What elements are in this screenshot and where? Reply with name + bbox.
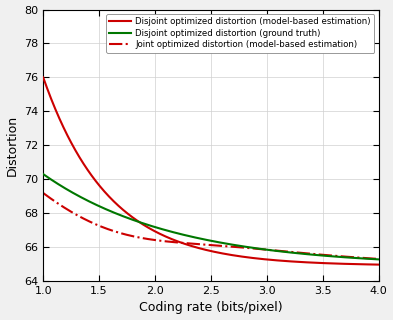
Y-axis label: Distortion: Distortion	[6, 115, 18, 176]
Joint optimized distortion (model-based estimation)	[368, 257, 373, 260]
Joint optimized distortion (model-based estimation)	[41, 191, 46, 195]
Joint optimized distortion (model-based estimation)	[241, 246, 245, 250]
Joint optimized distortion (model-based estimation)	[200, 243, 205, 246]
Legend: Disjoint optimized distortion (model-based estimation), Disjoint optimized disto: Disjoint optimized distortion (model-bas…	[106, 14, 374, 53]
Disjoint optimized distortion (ground truth)	[222, 241, 227, 245]
Joint optimized distortion (model-based estimation)	[202, 243, 207, 246]
Line: Joint optimized distortion (model-based estimation): Joint optimized distortion (model-based …	[43, 193, 378, 259]
Disjoint optimized distortion (model-based estimation)	[376, 263, 381, 267]
Disjoint optimized distortion (model-based estimation)	[222, 252, 227, 256]
Line: Disjoint optimized distortion (model-based estimation): Disjoint optimized distortion (model-bas…	[43, 77, 378, 265]
Disjoint optimized distortion (model-based estimation)	[41, 76, 46, 79]
Disjoint optimized distortion (ground truth)	[200, 237, 205, 241]
Disjoint optimized distortion (ground truth)	[316, 253, 320, 257]
Disjoint optimized distortion (model-based estimation)	[202, 248, 207, 252]
Disjoint optimized distortion (model-based estimation)	[316, 261, 320, 265]
Joint optimized distortion (model-based estimation)	[376, 257, 381, 261]
Line: Disjoint optimized distortion (ground truth): Disjoint optimized distortion (ground tr…	[43, 174, 378, 260]
Disjoint optimized distortion (model-based estimation)	[200, 247, 205, 251]
Disjoint optimized distortion (ground truth)	[41, 172, 46, 176]
Joint optimized distortion (model-based estimation)	[222, 244, 227, 248]
Disjoint optimized distortion (ground truth)	[368, 257, 373, 261]
Disjoint optimized distortion (model-based estimation)	[368, 262, 373, 266]
Joint optimized distortion (model-based estimation)	[316, 252, 320, 256]
Disjoint optimized distortion (ground truth)	[376, 258, 381, 261]
Disjoint optimized distortion (ground truth)	[241, 244, 245, 248]
Disjoint optimized distortion (model-based estimation)	[241, 255, 245, 259]
X-axis label: Coding rate (bits/pixel): Coding rate (bits/pixel)	[139, 301, 283, 315]
Disjoint optimized distortion (ground truth)	[202, 237, 207, 241]
